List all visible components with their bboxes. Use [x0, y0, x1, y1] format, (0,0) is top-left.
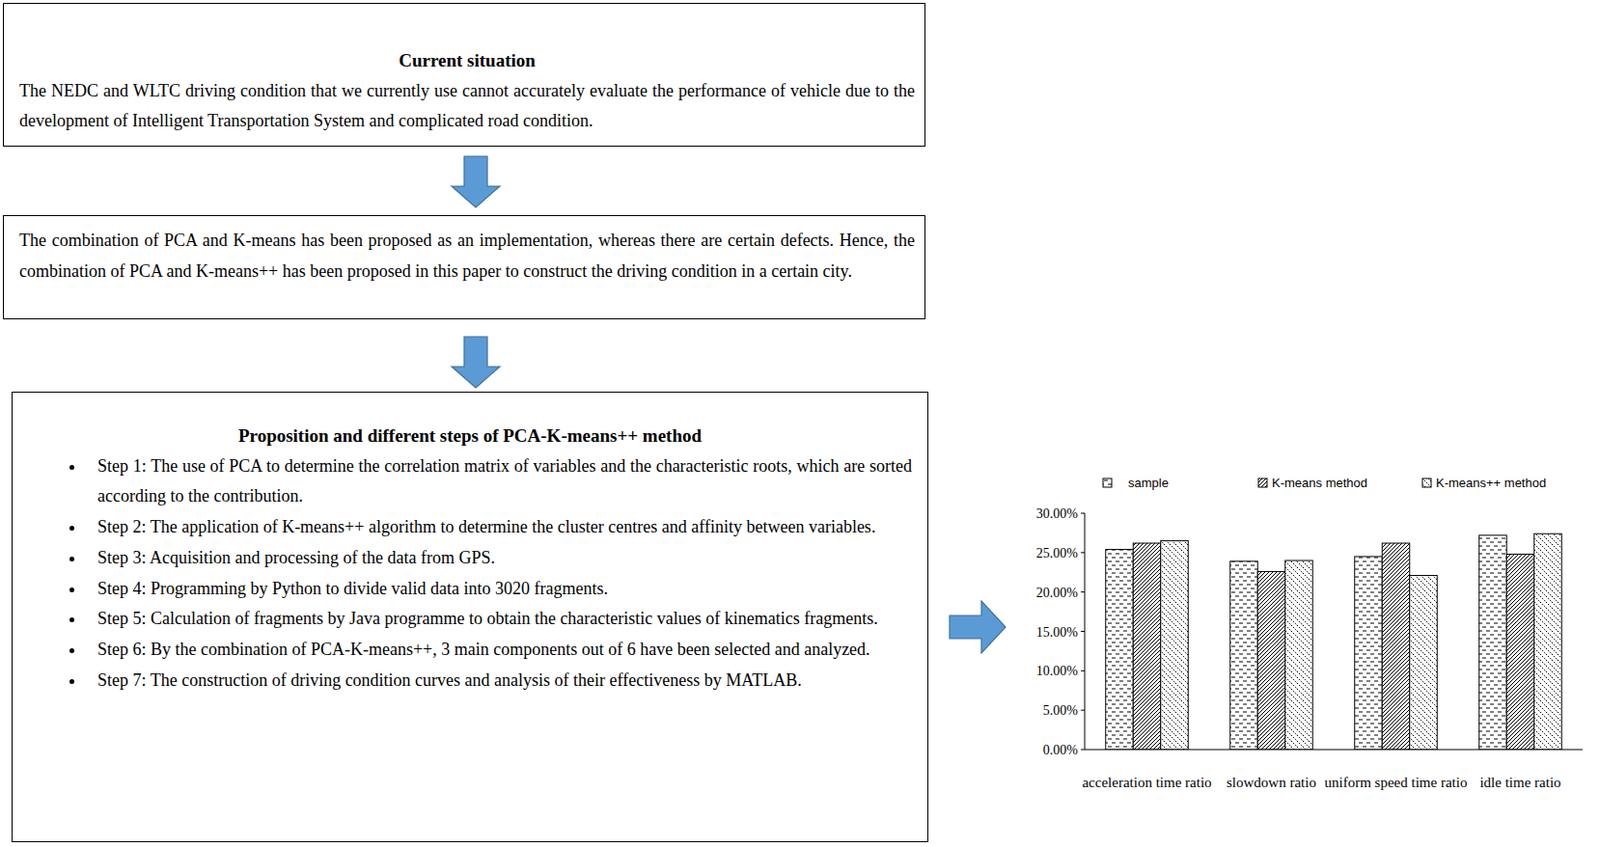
situation-title: Current situation: [19, 45, 915, 77]
legend-swatch: [1103, 478, 1112, 488]
category-label: idle time ratio: [1479, 774, 1561, 791]
y-tick-label: 10.00%: [1036, 663, 1079, 679]
bar: [1354, 556, 1383, 750]
step: Step 6: By the combination of PCA-K-mean…: [85, 634, 912, 666]
step: Step 7: The construction of driving cond…: [85, 665, 912, 697]
method-box: Proposition and different steps of PCA-K…: [11, 391, 929, 843]
bar: [1257, 571, 1286, 750]
situation-text: The NEDC and WLTC driving condition that…: [19, 76, 915, 138]
y-tick: [1080, 749, 1085, 751]
bar: [1479, 535, 1508, 750]
flow-arrow: [451, 156, 500, 208]
y-tick: [1080, 591, 1085, 593]
bar: [1409, 576, 1438, 750]
y-tick-label: 5.00%: [1043, 703, 1079, 718]
plot: 0.00% 5.00% 10.00% 15.00% 20.00% 25.00% 30.00%…: [1036, 506, 1583, 791]
step: Step 2: The application of K-means++ alg…: [85, 512, 912, 544]
step: Step 1: The use of PCA to determine the …: [85, 451, 912, 513]
legend-label: K-means++ method: [1435, 475, 1546, 491]
y-tick: [1080, 710, 1085, 712]
method-title: Proposition and different steps of PCA-K…: [12, 420, 912, 452]
y-tick-label: 30.00%: [1036, 506, 1079, 522]
step: Step 3: Acquisition and processing of th…: [85, 543, 912, 575]
flow-arrow: [451, 336, 500, 388]
proposal-text: The combination of PCA and K-means has b…: [19, 225, 915, 287]
proposal-box: The combination of PCA and K-means has b…: [2, 215, 926, 320]
bar: [1381, 543, 1410, 750]
legend-label: sample: [1128, 475, 1169, 491]
legend-item: sample: [1103, 475, 1169, 491]
bar: [1285, 560, 1314, 750]
bar: [1105, 550, 1134, 750]
y-tick-label: 15.00%: [1036, 625, 1079, 640]
y-tick: [1080, 670, 1085, 672]
category-label: slowdown ratio: [1226, 774, 1317, 791]
bar: [1230, 561, 1259, 750]
category-label: acceleration time ratio: [1081, 774, 1212, 791]
y-tick-label: 0.00%: [1043, 743, 1079, 758]
legend-swatch: [1258, 478, 1268, 488]
y-tick: [1080, 631, 1085, 633]
legend-item: K-means method: [1258, 475, 1368, 491]
situation-box: Current situationThe NEDC and WLTC drivi…: [2, 2, 926, 147]
y-tick: [1080, 551, 1085, 553]
steps-list: Step 1: The use of PCA to determine the …: [12, 451, 912, 697]
y-tick-label: 20.00%: [1036, 585, 1079, 601]
step: Step 4: Programming by Python to divide …: [85, 574, 912, 606]
bar: [1132, 543, 1161, 750]
flow-arrow: [949, 601, 1006, 654]
legend-swatch: [1422, 478, 1432, 488]
x-axis: [1084, 749, 1583, 751]
bars: [1105, 533, 1563, 750]
legend-label: K-means method: [1271, 475, 1368, 491]
bar: [1160, 541, 1189, 750]
bar: [1506, 553, 1535, 750]
legend-item: K-means++ method: [1422, 475, 1546, 491]
y-tick-label: 25.00%: [1036, 546, 1079, 561]
y-tick: [1080, 513, 1085, 515]
step: Step 5: Calculation of fragments by Java…: [85, 604, 912, 635]
category-label: uniform speed time ratio: [1324, 774, 1468, 791]
bar: [1534, 533, 1563, 750]
